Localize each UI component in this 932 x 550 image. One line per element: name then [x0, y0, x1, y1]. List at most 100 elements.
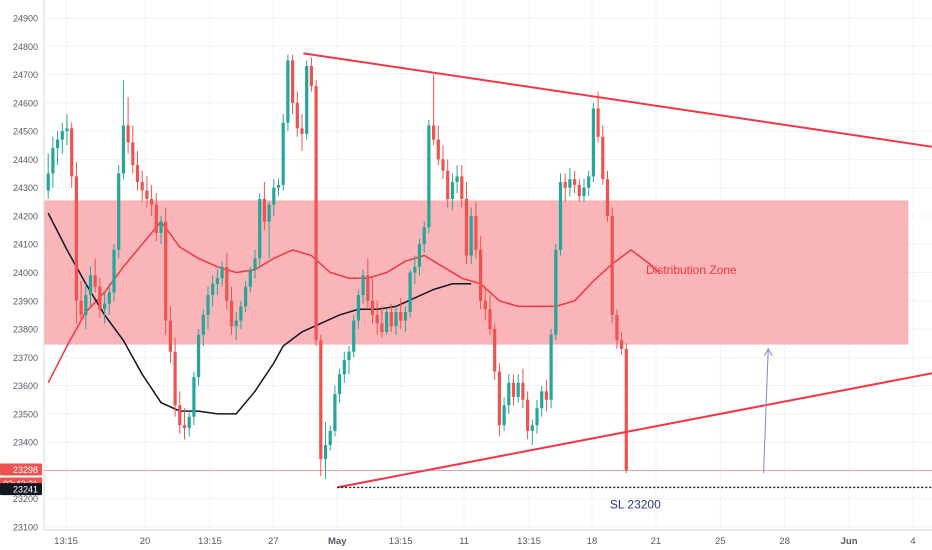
candle [328, 425, 332, 451]
candle [469, 207, 473, 265]
x-tick-label: 11 [459, 536, 469, 547]
upper-trendline [303, 52, 932, 148]
candle-body [126, 125, 130, 143]
candle [239, 300, 243, 330]
candle [135, 150, 140, 191]
candle [408, 269, 412, 318]
candle [333, 385, 337, 437]
price-labels: 2329802:43:3123241 [0, 463, 42, 496]
candle [361, 269, 365, 304]
candle [323, 422, 328, 479]
candle [582, 179, 586, 202]
candle-body [450, 182, 454, 199]
candle-body [159, 221, 163, 233]
y-tick-label: 23200 [13, 494, 38, 504]
candle [573, 170, 577, 194]
candle [493, 323, 497, 380]
candle-body [51, 148, 55, 174]
candle [112, 244, 116, 301]
candle [117, 165, 121, 259]
candle-body [413, 266, 417, 273]
trendlines [44, 52, 932, 489]
candle [436, 125, 440, 166]
candle [272, 179, 276, 216]
candles [46, 54, 628, 479]
candle-body [483, 300, 487, 310]
candle-body [441, 159, 445, 171]
candle [229, 286, 234, 335]
candle-body [375, 314, 379, 324]
candle-body [370, 300, 375, 315]
candle [403, 306, 407, 332]
candle-body [164, 221, 168, 321]
candle-body [84, 295, 88, 315]
x-tick-label: Jun [841, 536, 858, 547]
candle [488, 295, 492, 335]
candle-body [70, 128, 74, 177]
candle [558, 173, 563, 256]
candle [281, 114, 285, 191]
candle [262, 182, 266, 231]
candle [70, 122, 74, 188]
candle-body [507, 382, 511, 406]
candle [309, 57, 313, 92]
sl-annotation: SL 23200 [610, 497, 661, 511]
y-tick-label: 24600 [13, 98, 38, 108]
x-tick-label: 13:15 [517, 536, 541, 547]
candle-body [314, 85, 318, 341]
candle [51, 136, 55, 188]
candle [605, 170, 610, 222]
candle [126, 97, 130, 154]
y-tick-label: 24400 [13, 155, 38, 165]
candle-body [432, 125, 436, 140]
candle [74, 162, 78, 324]
candle [197, 329, 201, 386]
candle-body [103, 303, 107, 310]
candle-body [408, 272, 412, 313]
candle [615, 309, 619, 349]
candle-body [211, 283, 215, 296]
candle-body [385, 312, 389, 332]
candle [258, 193, 262, 267]
candle [479, 235, 483, 310]
candle-body [140, 182, 144, 191]
x-tick-label: May [328, 536, 347, 547]
arrow [763, 347, 773, 474]
candle [291, 54, 295, 115]
candle-body [107, 292, 111, 304]
candle [540, 385, 544, 417]
x-axis-background [44, 530, 932, 550]
candle-body [511, 382, 516, 397]
candle-body [479, 249, 483, 301]
candle-body [615, 314, 619, 341]
candle [460, 165, 464, 208]
candle [253, 249, 257, 279]
candle [286, 54, 290, 132]
candle [521, 368, 525, 409]
candle-body [197, 334, 201, 378]
candle [596, 91, 600, 143]
candle [417, 238, 422, 276]
candle-body [464, 198, 469, 256]
candle [563, 173, 567, 202]
candle [587, 170, 591, 197]
candle [399, 297, 403, 330]
candle-body [121, 125, 125, 174]
candle-body [366, 275, 370, 301]
candle [319, 334, 323, 477]
candle-body [267, 204, 271, 222]
candle [497, 362, 501, 437]
x-tick-label: 13:15 [54, 536, 78, 547]
moving-averages [47, 212, 660, 415]
candle [140, 170, 144, 202]
candle-body [591, 108, 595, 177]
x-axis: 13:15 20 13:15 27 May 13:15 11 13:15 18 21 25 28 Jun… [44, 529, 932, 550]
candle-body [573, 179, 577, 185]
candle-body [187, 416, 191, 429]
candle-body [225, 266, 229, 301]
candle-body [150, 198, 154, 205]
x-tick-label: 13:15 [198, 536, 222, 547]
candle-body [46, 173, 50, 191]
candle [544, 379, 548, 412]
candle [554, 244, 558, 341]
